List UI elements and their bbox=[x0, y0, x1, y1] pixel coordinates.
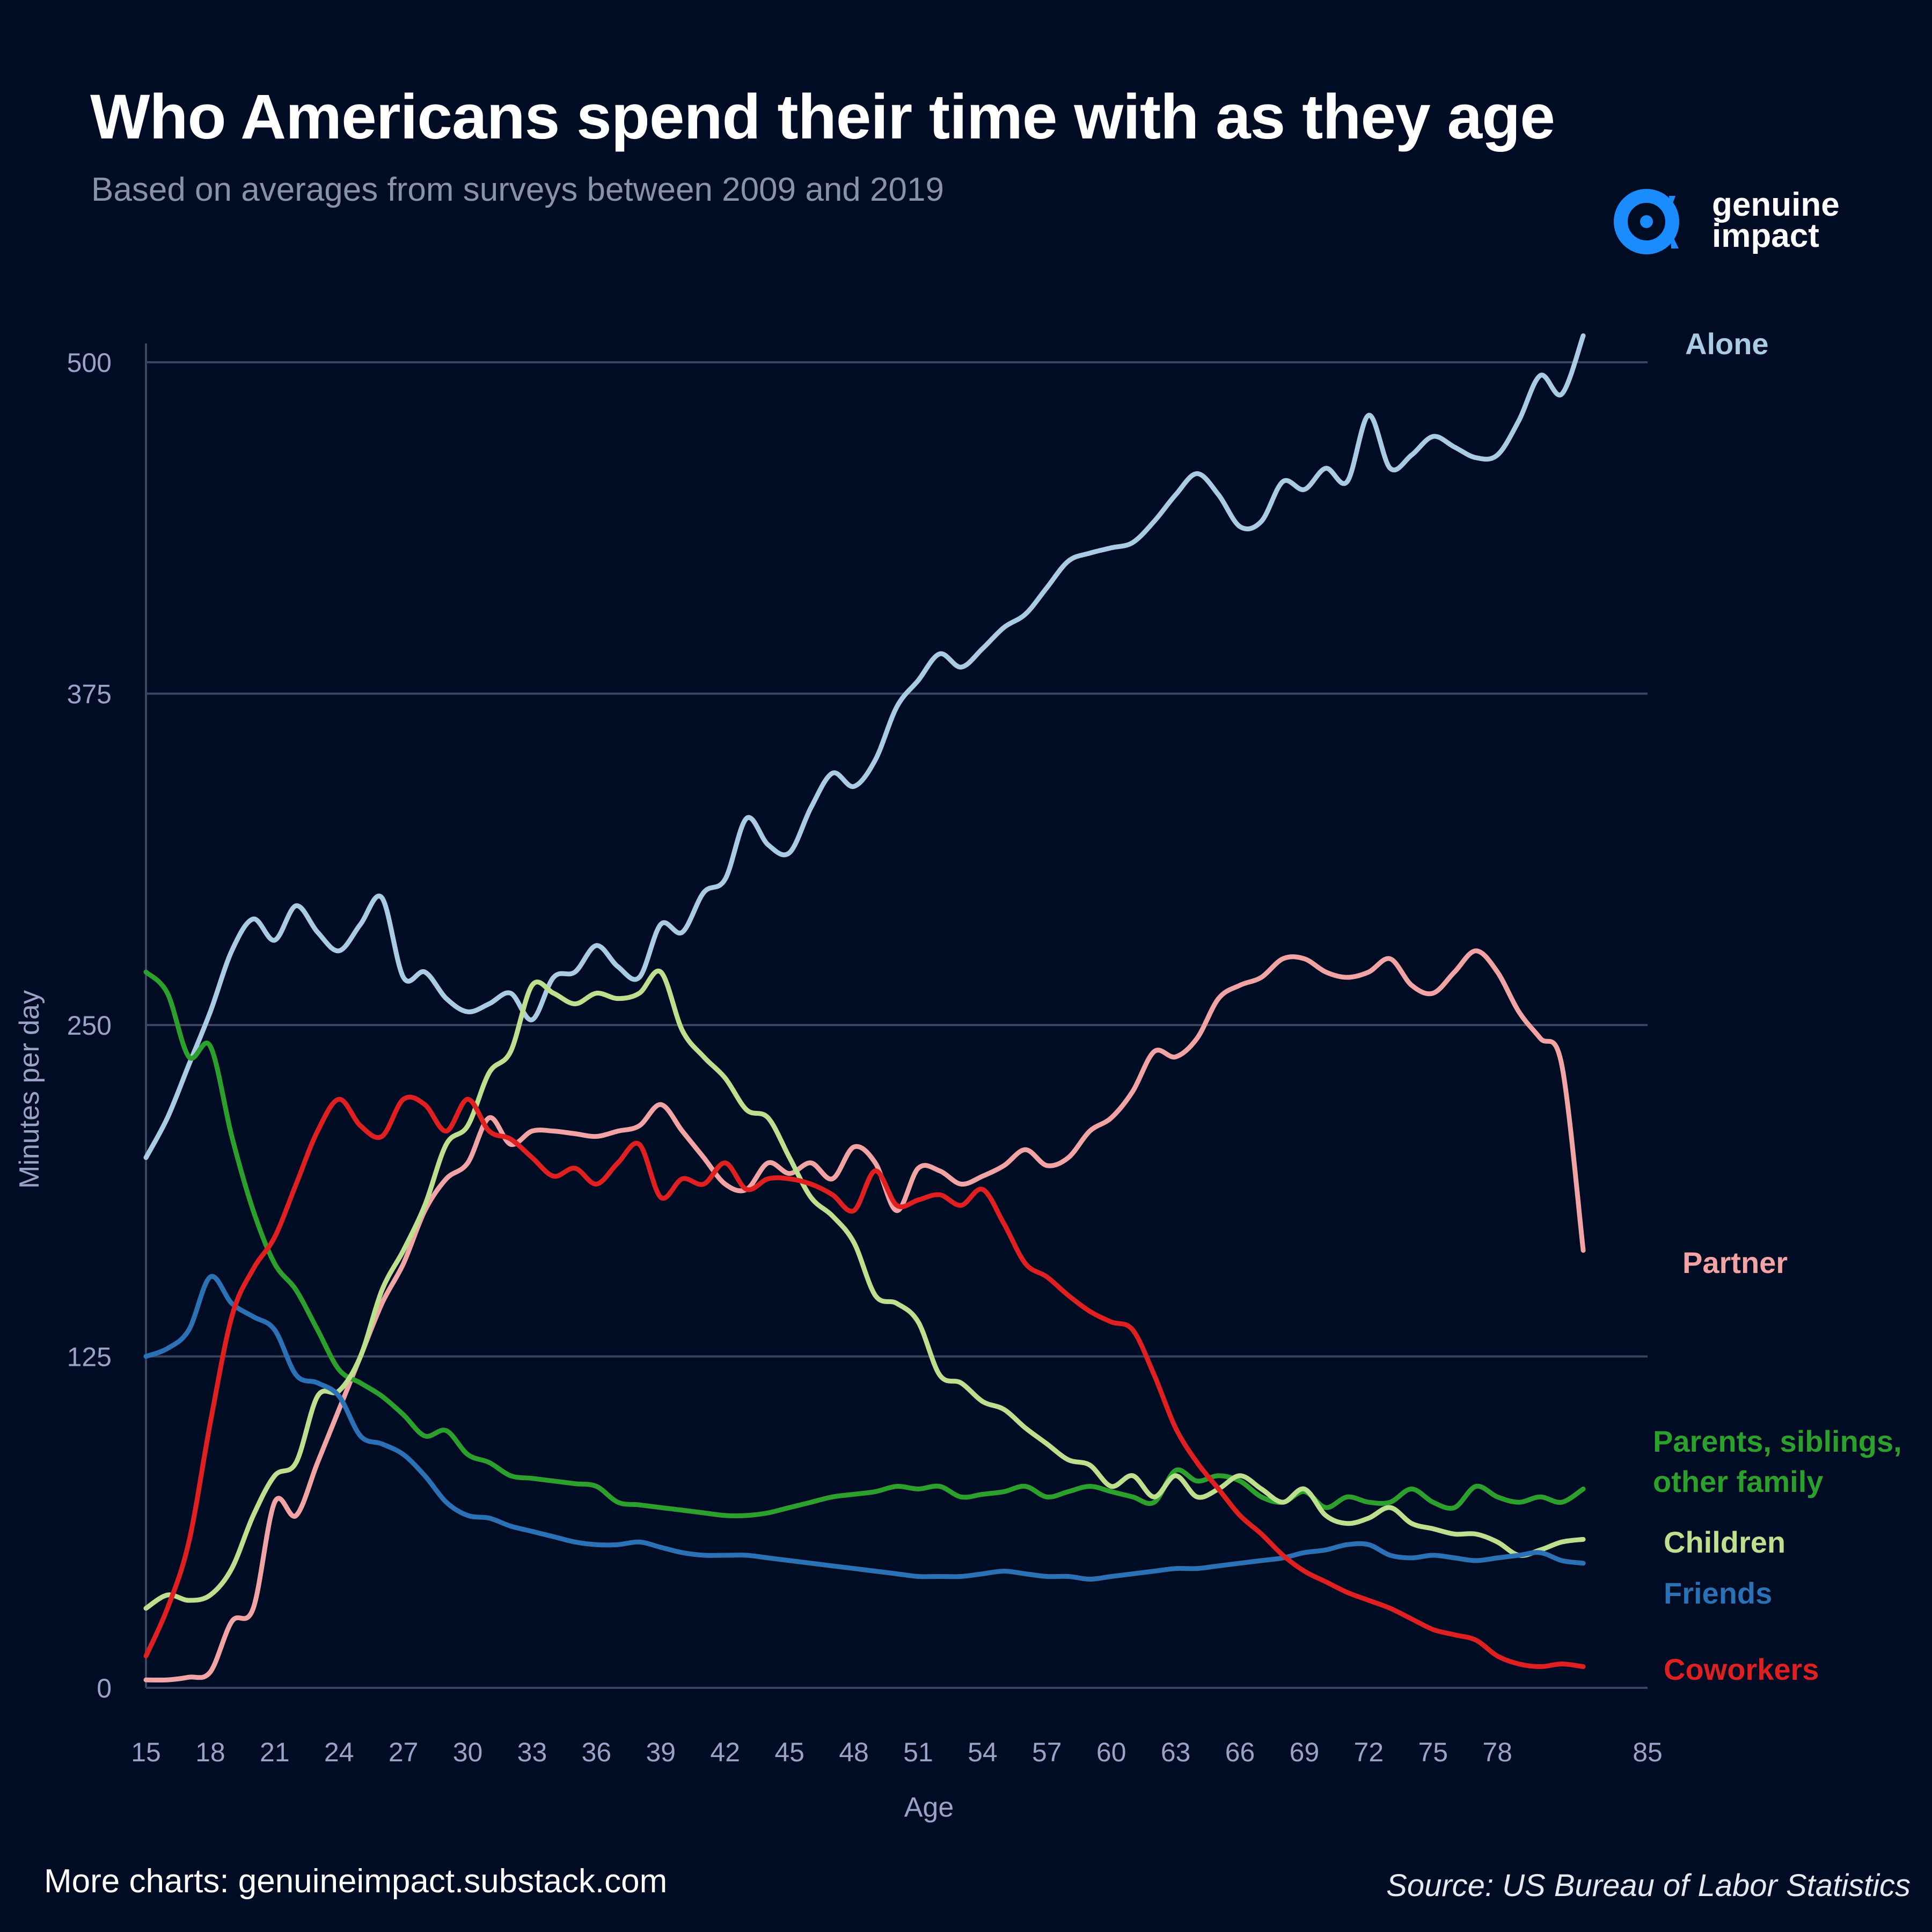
series-line-friends bbox=[143, 1274, 1586, 1582]
logo-text: genuine impact bbox=[1712, 186, 1840, 254]
chart-title: Who Americans spend their time with as t… bbox=[90, 82, 1555, 152]
x-tick-label: 48 bbox=[839, 1737, 869, 1767]
series-label: Parents, siblings, bbox=[1653, 1424, 1902, 1458]
alpha-logo-icon bbox=[1614, 189, 1679, 254]
x-tick-label: 85 bbox=[1633, 1737, 1663, 1767]
series-lines bbox=[143, 333, 1586, 1683]
x-tick-label: 60 bbox=[1096, 1737, 1126, 1767]
series-label: Coworkers bbox=[1664, 1652, 1819, 1686]
y-tick-label: 500 bbox=[67, 348, 112, 378]
x-tick-label: 75 bbox=[1418, 1737, 1448, 1767]
series-labels: Alone Partner Parents, siblings, other fami… bbox=[1653, 327, 1902, 1686]
x-tick-label: 42 bbox=[710, 1737, 740, 1767]
x-tick-label: 45 bbox=[774, 1737, 804, 1767]
y-tick-label: 250 bbox=[67, 1011, 112, 1041]
series-line-parents-siblings-other-family bbox=[143, 969, 1586, 1518]
logo-text-line1: genuine bbox=[1712, 186, 1840, 223]
x-tick-label: 15 bbox=[131, 1737, 161, 1767]
x-tick-label: 63 bbox=[1161, 1737, 1191, 1767]
x-tick-label: 36 bbox=[582, 1737, 612, 1767]
x-tick-label: 51 bbox=[903, 1737, 933, 1767]
series-label: Friends bbox=[1664, 1576, 1772, 1610]
series-line-coworkers bbox=[143, 1094, 1586, 1669]
y-axis-title: Minutes per day bbox=[14, 990, 45, 1189]
x-tick-label: 33 bbox=[517, 1737, 547, 1767]
series-label: Partner bbox=[1682, 1246, 1788, 1279]
x-tick-label: 54 bbox=[968, 1737, 998, 1767]
x-tick-label: 39 bbox=[646, 1737, 676, 1767]
series-label: Alone bbox=[1685, 327, 1769, 361]
x-axis-title: Age bbox=[904, 1792, 954, 1823]
x-tick-label: 57 bbox=[1032, 1737, 1062, 1767]
x-tick-label: 24 bbox=[324, 1737, 354, 1767]
x-tick-label: 69 bbox=[1290, 1737, 1320, 1767]
series-label: other family bbox=[1653, 1465, 1823, 1498]
chart-subtitle: Based on averages from surveys between 2… bbox=[91, 171, 944, 208]
tick-labels: 0 125 250 375 500 15 18 21 24 27 30 33 36 39 42 45 48 51 5… bbox=[67, 348, 1663, 1767]
x-tick-label: 30 bbox=[453, 1737, 483, 1767]
source-note: Source: US Bureau of Labor Statistics bbox=[1386, 1868, 1911, 1903]
y-tick-label: 375 bbox=[67, 679, 112, 709]
more-charts-link[interactable]: More charts: genuineimpact.substack.com bbox=[44, 1863, 668, 1900]
logo-text-line2: impact bbox=[1712, 217, 1819, 254]
gridlines bbox=[146, 361, 1648, 1689]
x-tick-label: 21 bbox=[260, 1737, 290, 1767]
series-line-children bbox=[143, 968, 1586, 1611]
y-tick-label: 125 bbox=[67, 1342, 112, 1372]
x-tick-label: 72 bbox=[1354, 1737, 1384, 1767]
x-tick-label: 66 bbox=[1225, 1737, 1255, 1767]
x-tick-label: 18 bbox=[195, 1737, 225, 1767]
series-label: Children bbox=[1664, 1525, 1785, 1559]
x-tick-label: 78 bbox=[1482, 1737, 1512, 1767]
x-tick-label: 27 bbox=[389, 1737, 419, 1767]
brand-logo: genuine impact bbox=[1610, 185, 1857, 260]
series-line-alone bbox=[143, 333, 1586, 1160]
y-tick-label: 0 bbox=[97, 1673, 112, 1703]
